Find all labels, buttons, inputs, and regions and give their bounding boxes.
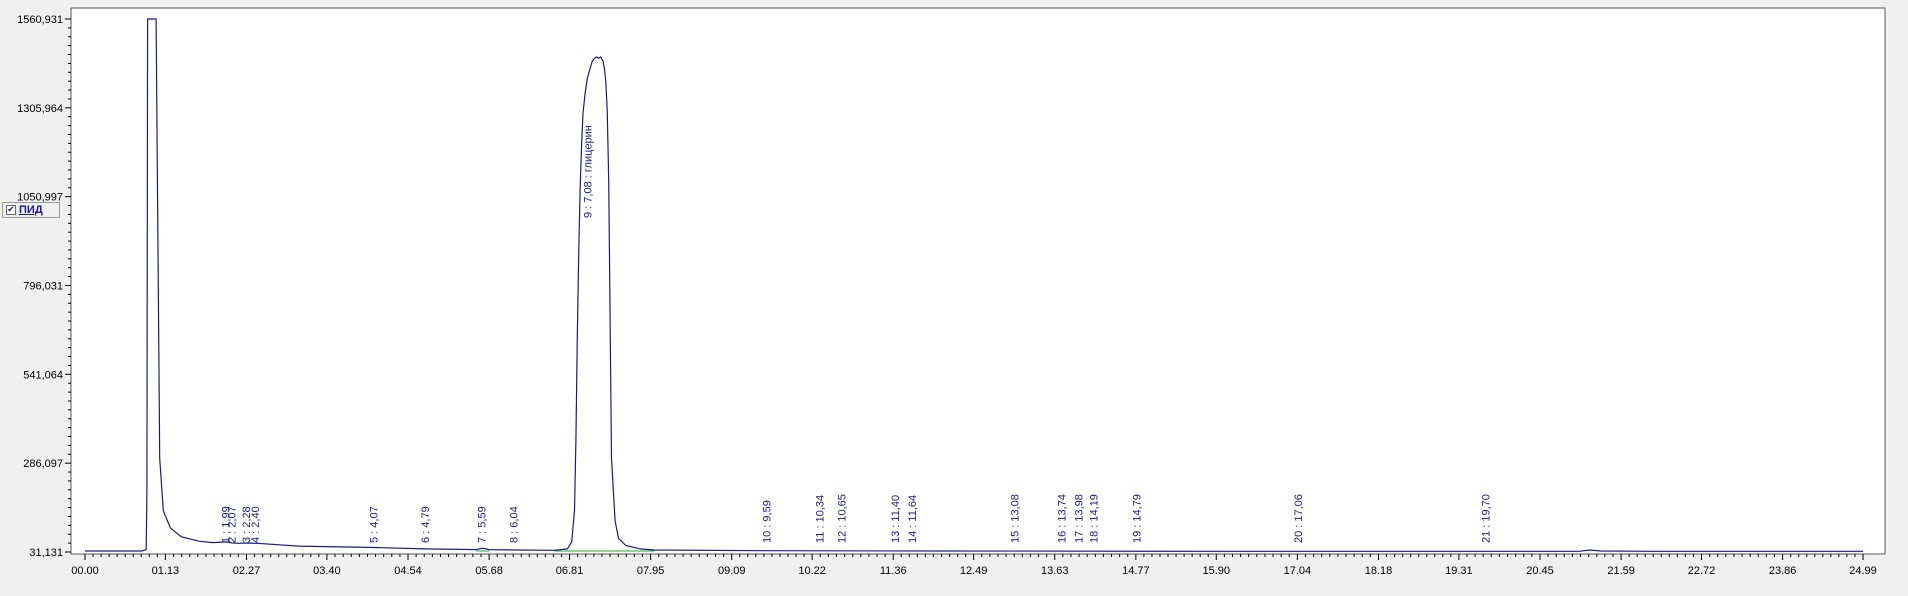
y-tick-label: 541,064 [23,369,63,381]
detector-legend[interactable]: ✔ ПИД [2,202,60,218]
y-tick-label: 1560,931 [17,14,63,26]
peak-label: 4 : 2,40 [250,506,262,543]
x-axis: 00.00 01.13 02.27 03.40 04.54 05.68 06.81 07.95… [71,554,1877,577]
x-tick-label: 14.77 [1122,565,1150,577]
x-tick-label: 11.36 [880,565,907,577]
detector-label[interactable]: ПИД [19,204,43,216]
peak-label: 21 : 19,70 [1481,494,1493,543]
x-tick-label: 02.27 [233,565,261,577]
peak-label: 9 : 7,08 : глицерин [583,125,595,218]
peak-label: 16 : 13,74 [1057,494,1069,543]
peak-label: 12 : 10,65 [837,494,849,543]
peak-label: 3 : 2,28 [241,506,253,543]
peak-label: 6 : 4,79 [420,506,432,543]
peak-label: 18 : 14,19 [1089,494,1101,543]
peak-label: 17 : 13,98 [1074,494,1086,543]
peak-label: 2 : 2,07 [226,506,238,543]
peak-label: 13 : 11,40 [890,495,902,543]
plot-area [70,7,1886,555]
peak-label: 15 : 13,08 [1010,494,1022,543]
x-tick-label: 24.99 [1849,565,1877,577]
peak-label: 14 : 11,64 [907,495,919,543]
x-tick-label: 17.04 [1284,565,1312,577]
peak-label: 5 : 4,07 [369,506,381,543]
x-tick-label: 19.31 [1445,565,1473,577]
y-tick-label: 1305,964 [17,103,63,115]
peak-label: 8 : 6,04 [509,506,521,543]
x-tick-label: 22.72 [1688,565,1716,577]
y-tick-label: 1050,997 [17,192,63,204]
signal-layer [85,18,1863,552]
peak-label: 20 : 17,06 [1293,494,1305,543]
peak-label: 1 : 1,99 [221,506,233,543]
x-tick-label: 13.63 [1041,565,1069,577]
peak-labels: 1 : 1,992 : 2,07 3 : 2,284 : 2,40 5 : 4,07… [221,125,1493,543]
signal-trace [85,18,1863,552]
x-tick-label: 04.54 [394,565,422,577]
y-tick-label: 796,031 [23,281,63,293]
peak-label: 10 : 9,59 [761,500,773,543]
x-tick-label: 00.00 [71,565,99,577]
x-tick-label: 03.40 [313,565,341,577]
y-axis: 1560,931 1305,964 1050,997 796,031 541,064 28… [17,14,71,559]
x-tick-label: 21.59 [1607,565,1635,577]
peak-label: 7 : 5,59 [477,506,489,543]
x-tick-label: 05.68 [475,565,503,577]
x-tick-label: 23.86 [1769,565,1797,577]
x-tick-label: 09.09 [718,565,746,577]
x-tick-label: 12.49 [960,565,988,577]
x-tick-label: 07.95 [637,565,665,577]
detector-checkbox[interactable]: ✔ [6,205,16,215]
peak-label: 11 : 10,34 [815,495,827,543]
y-tick-label: 31,131 [29,547,63,559]
y-tick-label: 286,097 [23,458,63,470]
x-tick-label: 10.22 [798,565,826,577]
x-tick-label: 06.81 [556,565,584,577]
peak-label: 19 : 14,79 [1131,494,1143,543]
x-tick-label: 15.90 [1202,565,1230,577]
check-mark-icon: ✔ [7,205,15,215]
x-tick-label: 01.13 [152,565,180,577]
x-tick-label: 18.18 [1365,565,1393,577]
x-tick-label: 20.45 [1526,565,1554,577]
